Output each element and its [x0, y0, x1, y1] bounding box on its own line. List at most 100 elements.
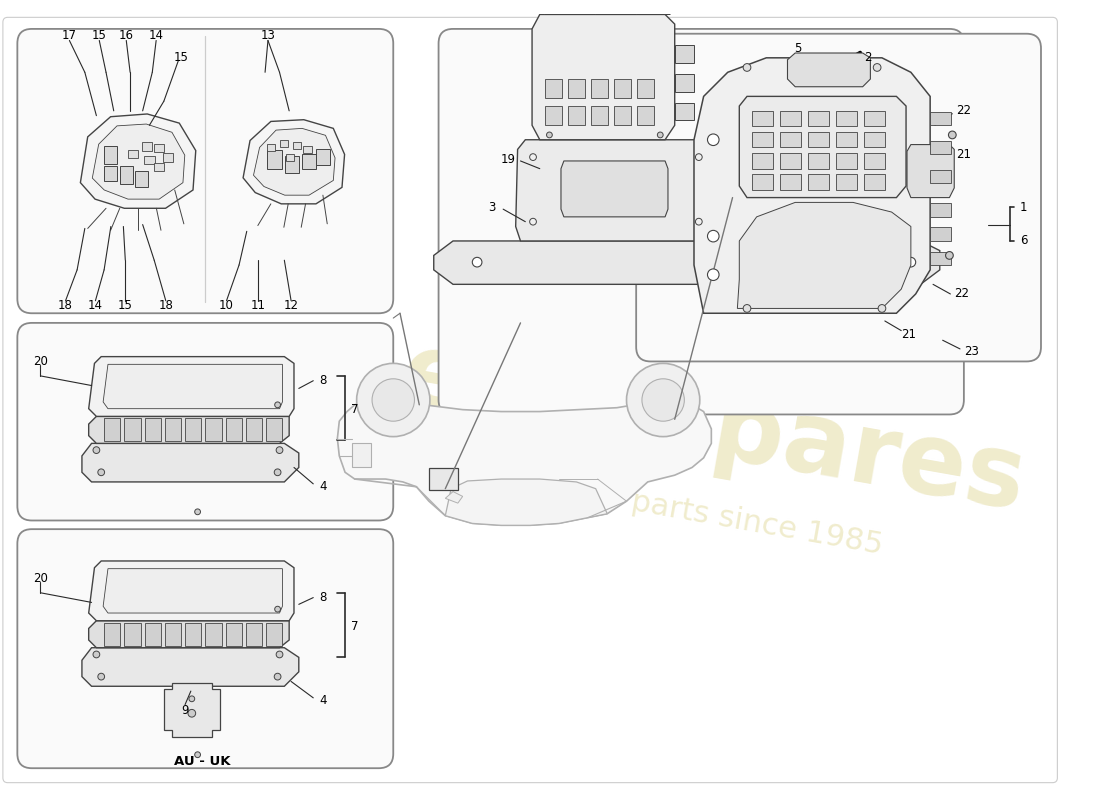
Bar — [931, 141, 952, 154]
Circle shape — [98, 674, 104, 680]
Bar — [674, 74, 694, 91]
Text: 21: 21 — [901, 328, 916, 341]
Polygon shape — [446, 479, 607, 526]
Bar — [931, 170, 952, 183]
Bar — [144, 156, 155, 164]
Bar — [931, 251, 952, 265]
Text: 17: 17 — [62, 29, 77, 42]
Bar — [807, 154, 829, 169]
Text: 14: 14 — [148, 29, 164, 42]
Polygon shape — [908, 145, 954, 198]
Bar — [302, 146, 311, 153]
Text: eurospares: eurospares — [394, 326, 1033, 531]
Bar — [637, 79, 654, 98]
Text: 6: 6 — [1020, 234, 1027, 247]
Polygon shape — [446, 491, 463, 503]
Circle shape — [946, 251, 954, 259]
Text: a passion for parts since 1985: a passion for parts since 1985 — [426, 452, 886, 560]
Circle shape — [873, 64, 881, 71]
Circle shape — [530, 154, 537, 161]
Text: 9: 9 — [182, 704, 189, 717]
Bar — [751, 174, 773, 190]
Bar — [104, 418, 121, 442]
Bar — [286, 154, 295, 162]
Bar — [674, 46, 694, 62]
Bar — [807, 111, 829, 126]
Bar — [807, 132, 829, 147]
Polygon shape — [433, 241, 939, 284]
Bar — [142, 142, 152, 150]
Bar — [135, 170, 149, 187]
Bar — [293, 142, 301, 149]
Text: 2: 2 — [864, 51, 871, 64]
Bar — [245, 418, 262, 442]
Bar — [591, 106, 608, 126]
Text: 10: 10 — [219, 299, 234, 312]
Circle shape — [188, 710, 196, 717]
Polygon shape — [89, 416, 289, 443]
Circle shape — [275, 402, 280, 408]
Bar — [226, 418, 242, 442]
Polygon shape — [81, 648, 299, 686]
FancyBboxPatch shape — [18, 29, 394, 314]
Text: 7: 7 — [351, 403, 359, 416]
Circle shape — [472, 258, 482, 267]
Bar — [104, 622, 121, 646]
Polygon shape — [103, 569, 283, 613]
Text: 18: 18 — [58, 299, 73, 312]
Polygon shape — [596, 0, 641, 14]
Text: 7: 7 — [351, 620, 359, 633]
Bar — [864, 111, 884, 126]
Text: 1: 1 — [1020, 201, 1027, 214]
Circle shape — [274, 469, 280, 476]
Text: 15: 15 — [118, 299, 133, 312]
Text: 22: 22 — [956, 104, 971, 118]
Bar — [154, 144, 164, 153]
Bar — [124, 418, 141, 442]
Text: 21: 21 — [956, 148, 971, 161]
Bar — [154, 162, 164, 170]
Bar — [836, 154, 857, 169]
Bar — [836, 174, 857, 190]
Bar — [836, 111, 857, 126]
Bar — [144, 622, 161, 646]
FancyBboxPatch shape — [439, 29, 964, 414]
Bar — [266, 144, 275, 151]
Bar — [544, 106, 562, 126]
Polygon shape — [694, 58, 931, 314]
Circle shape — [274, 674, 280, 680]
FancyBboxPatch shape — [18, 529, 394, 768]
Bar — [637, 106, 654, 126]
Bar — [780, 111, 801, 126]
Text: 4: 4 — [319, 480, 327, 494]
Text: 5: 5 — [794, 42, 802, 54]
Bar — [279, 140, 288, 146]
Circle shape — [530, 218, 537, 225]
Bar — [165, 622, 182, 646]
Bar — [120, 166, 133, 185]
Polygon shape — [739, 96, 906, 198]
Bar — [165, 418, 182, 442]
Circle shape — [372, 378, 415, 422]
Text: 11: 11 — [251, 299, 266, 312]
Bar — [266, 150, 282, 169]
Text: 3: 3 — [488, 201, 495, 214]
Circle shape — [94, 446, 100, 454]
Polygon shape — [561, 161, 668, 217]
Circle shape — [98, 469, 104, 476]
Circle shape — [906, 258, 915, 267]
Polygon shape — [89, 561, 294, 621]
Polygon shape — [243, 120, 344, 204]
Polygon shape — [80, 114, 196, 208]
Bar — [266, 622, 283, 646]
Bar — [614, 106, 631, 126]
Bar — [316, 149, 330, 165]
Circle shape — [707, 134, 719, 146]
Text: 15: 15 — [174, 51, 188, 64]
Bar — [931, 227, 952, 241]
Circle shape — [356, 363, 430, 437]
Bar — [836, 132, 857, 147]
Bar — [206, 418, 222, 442]
Circle shape — [195, 509, 200, 514]
Circle shape — [189, 696, 195, 702]
